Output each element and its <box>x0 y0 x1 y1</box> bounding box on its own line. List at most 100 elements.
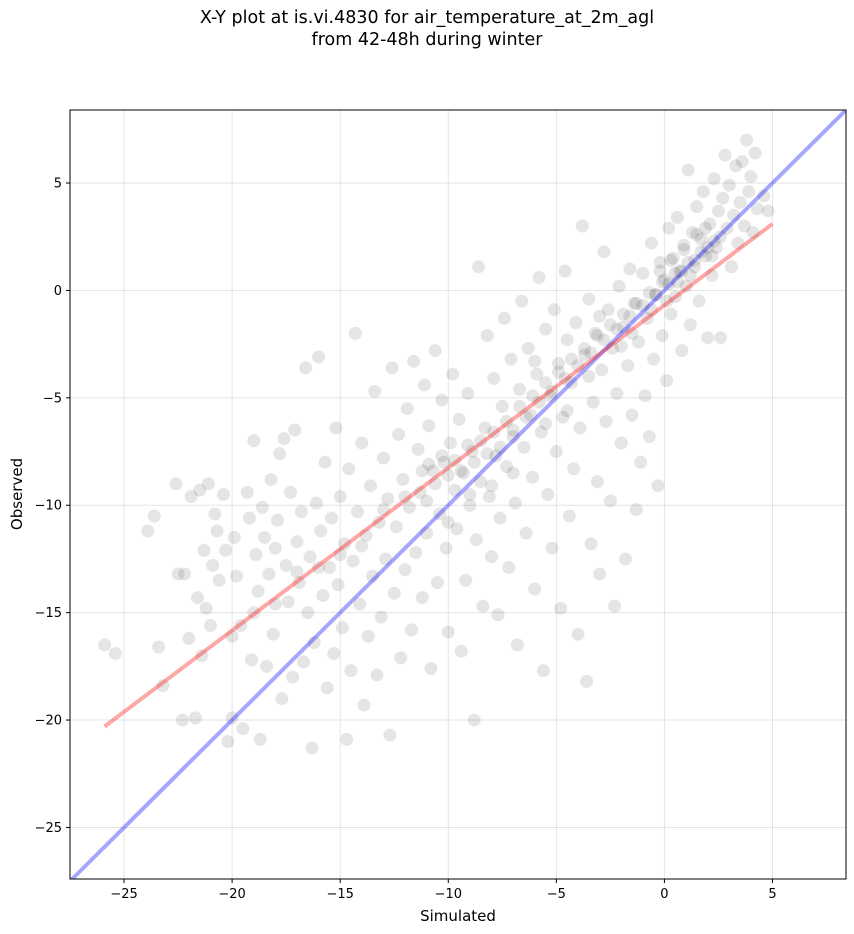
data-point <box>675 264 689 278</box>
data-point <box>108 646 122 660</box>
data-point <box>493 440 507 454</box>
data-point <box>539 322 553 336</box>
data-point <box>740 133 754 147</box>
data-point <box>225 629 239 643</box>
data-point <box>219 543 233 557</box>
data-point <box>268 597 282 611</box>
x-tick-label: −25 <box>110 887 137 902</box>
data-point <box>495 399 509 413</box>
data-point <box>303 550 317 564</box>
data-point <box>379 552 393 566</box>
x-tick-label: −20 <box>218 887 245 902</box>
data-point <box>329 421 343 435</box>
data-point <box>552 356 566 370</box>
data-point <box>642 286 656 300</box>
data-point <box>193 483 207 497</box>
data-point <box>554 601 568 615</box>
data-point <box>465 445 479 459</box>
data-point <box>606 341 620 355</box>
data-point <box>487 425 501 439</box>
data-point <box>260 659 274 673</box>
data-point <box>357 698 371 712</box>
data-point <box>575 219 589 233</box>
data-point <box>316 588 330 602</box>
data-point <box>273 447 287 461</box>
data-point <box>361 629 375 643</box>
data-point <box>210 524 224 538</box>
data-point <box>731 236 745 250</box>
x-axis-ticks: −25 −20 −15 −10 −5 0 5 <box>110 879 777 902</box>
data-point <box>668 266 682 280</box>
data-point <box>171 567 185 581</box>
data-point <box>664 253 678 267</box>
data-point <box>467 455 481 469</box>
data-point <box>463 488 477 501</box>
data-point <box>584 346 598 360</box>
data-point <box>569 316 583 330</box>
data-point <box>662 221 676 235</box>
data-point <box>733 195 747 209</box>
data-point <box>683 268 697 282</box>
data-point <box>690 228 704 242</box>
data-point <box>597 333 611 347</box>
data-point <box>249 548 263 562</box>
data-point <box>441 515 455 529</box>
data-point <box>523 408 537 422</box>
data-point <box>485 550 499 564</box>
data-point <box>290 565 304 579</box>
data-point <box>448 483 462 497</box>
data-point <box>686 225 700 239</box>
data-point <box>590 329 604 343</box>
data-point <box>711 204 725 218</box>
data-point <box>657 273 671 287</box>
data-point <box>580 674 594 688</box>
data-point <box>558 264 572 278</box>
data-point <box>346 554 360 568</box>
chart-title-line-1: X-Y plot at is.vi.4830 for air_temperatu… <box>199 8 655 28</box>
data-point <box>698 249 712 263</box>
data-point <box>469 533 483 547</box>
data-point <box>610 387 624 401</box>
data-point <box>342 462 356 476</box>
y-tick-label: 0 <box>54 284 62 299</box>
data-point <box>519 526 533 540</box>
data-point <box>571 627 585 641</box>
data-point <box>701 240 715 254</box>
data-point <box>426 464 440 478</box>
data-point <box>400 402 414 416</box>
data-point <box>366 569 380 583</box>
data-point <box>623 309 637 323</box>
data-point <box>558 372 572 386</box>
data-point <box>513 382 527 396</box>
data-point <box>372 515 386 529</box>
data-point <box>562 509 576 523</box>
data-point <box>688 260 702 274</box>
data-point <box>487 372 501 386</box>
data-point <box>307 636 321 650</box>
data-point <box>255 500 269 514</box>
data-point <box>389 520 403 534</box>
data-point <box>461 438 475 452</box>
data-point <box>355 436 369 450</box>
data-point <box>664 307 678 321</box>
data-point <box>623 262 637 276</box>
chart-title-line-2: from 42-48h during winter <box>311 30 543 50</box>
data-point <box>266 627 280 641</box>
data-point <box>385 361 399 375</box>
data-point <box>225 711 239 725</box>
data-point <box>430 576 444 590</box>
data-point <box>744 170 758 184</box>
data-point <box>707 172 721 186</box>
data-point <box>355 539 369 553</box>
data-point <box>564 352 578 366</box>
data-point <box>463 498 477 512</box>
data-point <box>549 445 563 459</box>
data-point <box>586 395 600 409</box>
data-point <box>677 238 691 252</box>
data-point <box>528 582 542 596</box>
data-point <box>502 561 516 575</box>
data-point <box>545 541 559 555</box>
data-point <box>443 436 457 450</box>
data-point <box>415 464 429 478</box>
